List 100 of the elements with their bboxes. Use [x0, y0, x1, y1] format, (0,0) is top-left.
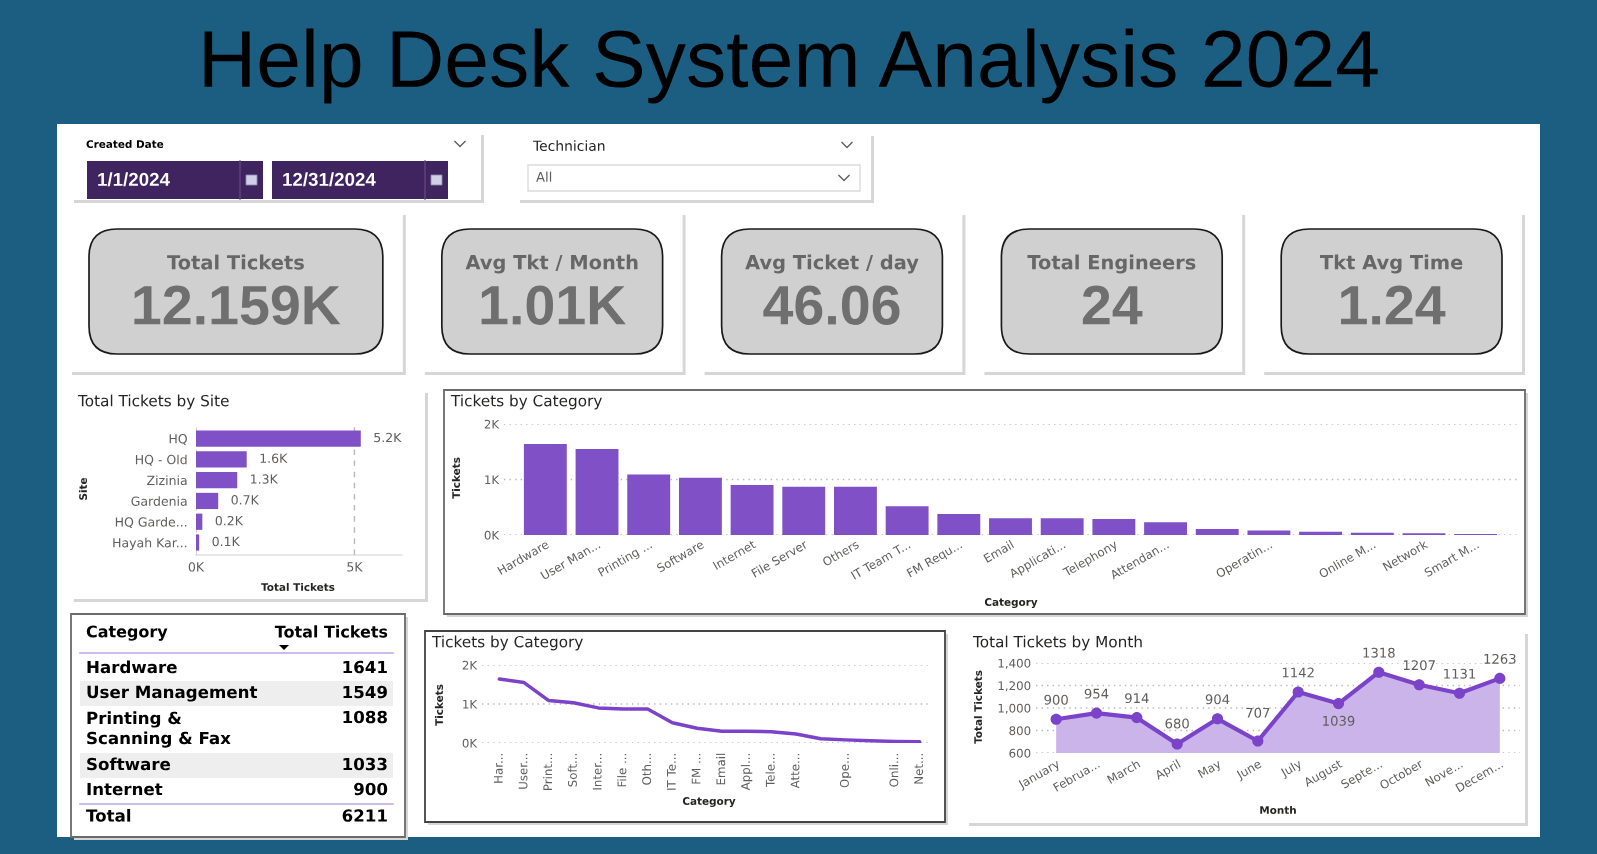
x-tick-label: July [1279, 758, 1304, 780]
point [1211, 713, 1224, 725]
y-tick-label: 1,200 [998, 681, 1031, 692]
y-tick-label: 1K [485, 475, 500, 484]
x-tick-label: Net... [914, 753, 924, 784]
bar [885, 506, 929, 535]
y-tick-label: Zizinia [147, 475, 187, 486]
bar [523, 443, 567, 535]
point [1292, 686, 1304, 698]
x-axis-title: Category [682, 797, 736, 808]
y-tick-label: Gardenia [131, 496, 187, 506]
data-label: 1.6K [260, 453, 288, 463]
bar [730, 485, 774, 535]
category-label: 12/31/2024 [283, 172, 376, 187]
text: 1.24 [1341, 285, 1446, 325]
data-label: 904 [1205, 694, 1230, 705]
x-tick-label: 0K [188, 562, 205, 572]
chart-title: Total Tickets by Month [972, 635, 1142, 651]
x-tick-label: IT Te... [667, 753, 676, 790]
y-axis-title: Total Tickets [973, 670, 983, 744]
point [1171, 738, 1183, 750]
bar [1040, 518, 1084, 535]
bar [196, 451, 247, 468]
x-tick-label: Har... [493, 753, 503, 783]
point [1453, 687, 1466, 699]
x-tick-label: May [1197, 759, 1223, 781]
data-label: 680 [1165, 718, 1189, 729]
point [1131, 712, 1143, 724]
x-tick-label: June [1235, 759, 1263, 782]
y-tick-label: 600 [1009, 748, 1031, 758]
y-axis-title: Tickets [451, 457, 461, 499]
bar [1144, 522, 1187, 535]
y-tick-label: Hayah Kar... [113, 537, 187, 550]
y-tick-label: 2K [462, 660, 478, 670]
category-label: 1/1/2024 [98, 172, 170, 187]
text: Created Date [86, 139, 164, 149]
y-tick-label: 0K [484, 530, 500, 540]
category-label: Total Engineers [1027, 254, 1196, 274]
category-label: Hardware [87, 660, 177, 674]
y-axis-title: Tickets [434, 684, 444, 726]
data-label: 1207 [1403, 660, 1435, 671]
text: Total Tickets [274, 625, 388, 638]
category-label: Avg Ticket / day [745, 254, 919, 274]
x-tick-label: User... [518, 753, 528, 789]
x-axis-title: Total Tickets [261, 582, 335, 592]
x-tick-label: Email [716, 753, 726, 785]
x-tick-label: Inter... [592, 753, 602, 790]
point [1090, 707, 1103, 719]
data-label: 707 [1246, 707, 1270, 718]
chart-title: Total Tickets by Site [77, 394, 229, 410]
text: 6211 [342, 809, 387, 822]
x-tick-label: Atte... [790, 753, 800, 789]
bar [196, 534, 200, 551]
text: Total [86, 808, 131, 822]
bar [1247, 530, 1291, 535]
data-label: 1.3K [251, 474, 279, 484]
point [1252, 735, 1264, 747]
text: 1.01K [481, 285, 626, 325]
y-tick-label: 0K [462, 738, 478, 748]
bar [196, 492, 219, 510]
bar [1299, 531, 1343, 535]
x-axis-title: Month [1260, 805, 1296, 815]
chart-title: Tickets by Category [450, 394, 602, 410]
bar [627, 474, 671, 535]
x-axis-title: Category [984, 598, 1038, 609]
category-label: Avg Tkt / Month [465, 254, 638, 274]
x-tick-label: Oth... [641, 753, 652, 785]
bar [196, 472, 238, 489]
bar [1350, 532, 1394, 535]
data-label: 0.1K [212, 536, 241, 547]
bar [196, 430, 361, 447]
category-label: All [536, 171, 552, 182]
data-label: 1549 [343, 685, 387, 699]
y-tick-label: 800 [1009, 726, 1031, 736]
data-label: 1039 [1323, 715, 1355, 726]
category-label: Tkt Avg Time [1320, 254, 1463, 274]
line-series [497, 677, 922, 743]
bar [989, 518, 1032, 535]
x-tick-label: 5K [347, 562, 363, 572]
bar [782, 486, 826, 535]
data-label: 1033 [343, 757, 387, 771]
data-label: 900 [1044, 694, 1068, 705]
x-tick-label: Appl... [740, 753, 753, 791]
data-label: 954 [1084, 688, 1109, 699]
y-tick-label: 1K [463, 699, 478, 709]
y-tick-label: HQ - Old [135, 454, 187, 466]
point [1494, 672, 1506, 684]
text: Help Desk System Analysis 2024 [204, 28, 1378, 104]
point [1413, 679, 1425, 691]
data-label: 1318 [1363, 647, 1395, 658]
data-label: 1131 [1444, 668, 1476, 679]
x-tick-label: Tele... [765, 753, 775, 788]
y-tick-label: HQ [169, 434, 187, 445]
data-label: 1142 [1282, 667, 1314, 678]
text: Technician [532, 140, 605, 152]
category-label: Printing & Scanning & Fax [87, 711, 231, 748]
category-label: User Management [87, 685, 258, 702]
text: 46.06 [763, 285, 900, 325]
data-label: 914 [1125, 693, 1149, 704]
data-label: 0.2K [215, 515, 244, 526]
